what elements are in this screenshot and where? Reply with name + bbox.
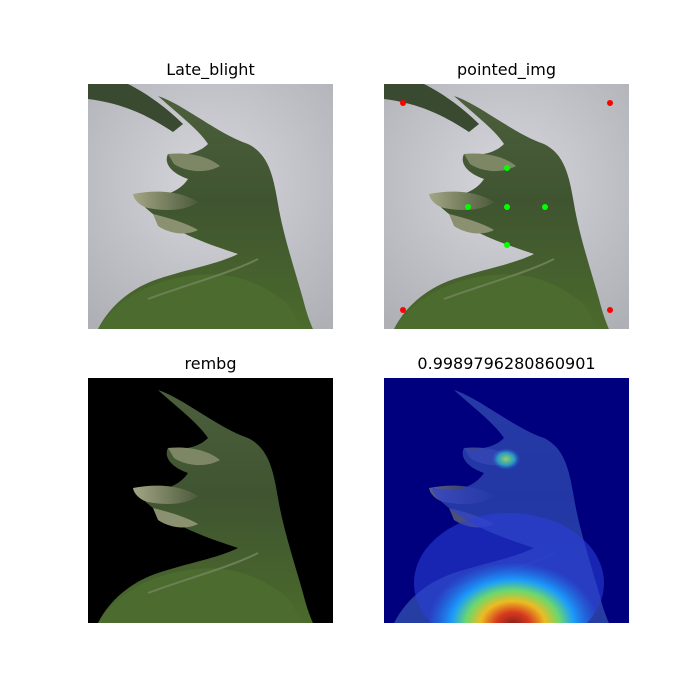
green-marker bbox=[465, 204, 471, 210]
pointed-leaf-image bbox=[384, 84, 629, 329]
panel-title-rembg: rembg bbox=[184, 354, 237, 373]
heatmap-leaf-image bbox=[384, 378, 629, 623]
rembg-leaf-image bbox=[88, 378, 333, 623]
red-marker bbox=[400, 307, 406, 313]
panel-title-pointed: pointed_img bbox=[457, 60, 556, 79]
green-marker bbox=[504, 242, 510, 248]
red-marker bbox=[400, 100, 406, 106]
green-center-markers bbox=[465, 165, 548, 248]
panel-title-original: Late_blight bbox=[166, 60, 255, 79]
red-marker bbox=[607, 100, 613, 106]
green-marker bbox=[504, 204, 510, 210]
panel-title-score: 0.9989796280860901 bbox=[417, 354, 596, 373]
green-marker bbox=[504, 165, 510, 171]
red-corner-markers bbox=[400, 100, 613, 313]
green-marker bbox=[542, 204, 548, 210]
red-marker bbox=[607, 307, 613, 313]
original-leaf-image bbox=[88, 84, 333, 329]
